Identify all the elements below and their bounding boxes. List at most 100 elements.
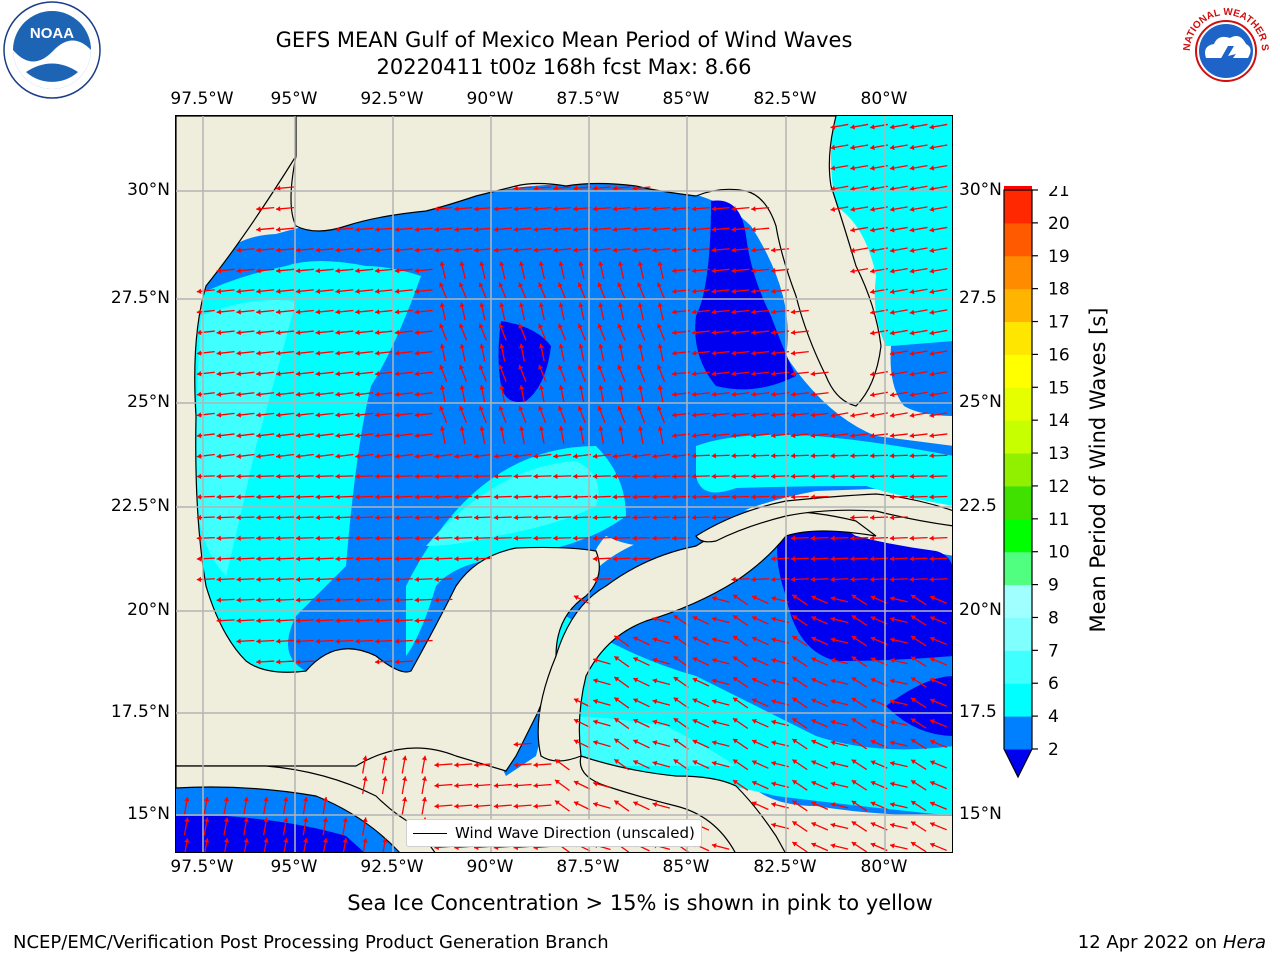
wave-arrowhead xyxy=(850,556,855,562)
wave-arrowhead xyxy=(454,535,459,541)
pacific-deep xyxy=(176,816,364,852)
wave-arrowhead xyxy=(196,432,202,439)
wave-arrowhead xyxy=(830,596,836,602)
wave-arrowhead xyxy=(870,453,875,459)
wave-arrowhead xyxy=(355,247,360,253)
wave-arrowhead xyxy=(196,453,202,459)
wave-arrowhead xyxy=(533,185,538,191)
wave-arrowhead xyxy=(870,309,875,315)
wave-arrowhead xyxy=(711,309,717,315)
wave-arrowhead xyxy=(930,636,936,642)
wave-arrowhead xyxy=(355,453,360,459)
wave-arrowhead xyxy=(375,535,380,541)
wave-arrowhead xyxy=(771,576,776,583)
wave-arrowhead xyxy=(691,494,697,500)
wave-arrowhead xyxy=(394,638,400,644)
wave-arrowhead xyxy=(711,657,717,663)
wave-arrowhead xyxy=(375,329,380,336)
wave-arrowhead xyxy=(459,302,465,308)
wave-arrowhead xyxy=(322,796,329,802)
wave-arrowhead xyxy=(216,350,222,356)
wave-arrowhead xyxy=(790,432,796,439)
wave-arrowhead xyxy=(751,412,756,418)
wave-arrowhead xyxy=(597,364,603,370)
wave-arrowhead xyxy=(474,514,479,521)
colorbar-bin xyxy=(1004,186,1032,191)
wave-arrowhead xyxy=(751,432,756,439)
wave-arrowhead xyxy=(394,556,400,562)
wave-arrowhead xyxy=(256,206,261,212)
wave-arrowhead xyxy=(355,473,360,480)
wave-arrowhead xyxy=(731,288,736,294)
wave-arrowhead xyxy=(573,185,578,191)
wave-arrowhead xyxy=(196,412,202,418)
wave-arrowhead xyxy=(672,412,677,418)
lon-label-bottom: 90°W xyxy=(466,857,514,877)
wave-arrowhead xyxy=(870,535,875,541)
wave-arrowhead xyxy=(656,323,662,329)
wave-arrowhead xyxy=(592,226,598,233)
wave-arrowhead xyxy=(553,226,558,233)
wave-arrowhead xyxy=(458,364,464,370)
wave-arrowhead xyxy=(850,268,855,274)
wave-arrowhead xyxy=(355,576,360,583)
atlantic-mid xyxy=(890,341,952,416)
wave-arrowhead xyxy=(870,206,875,212)
colorbar-bin xyxy=(1004,453,1032,487)
wave-arrowhead xyxy=(236,576,241,583)
wave-arrowhead xyxy=(732,697,738,703)
wave-arrowhead xyxy=(459,384,465,390)
colorbar-tick-label: 4 xyxy=(1048,707,1059,727)
colorbar-bin xyxy=(1004,190,1032,224)
wave-arrowhead xyxy=(870,780,876,786)
colorbar-outline xyxy=(1003,189,1033,779)
wave-arrowhead xyxy=(355,309,360,315)
wave-arrowhead xyxy=(382,838,388,843)
wave-arrowhead xyxy=(414,597,419,603)
wave-arrowhead xyxy=(493,494,499,500)
wave-arrowhead xyxy=(851,594,857,600)
colorbar-bin xyxy=(1004,551,1032,586)
wave-arrowhead xyxy=(751,595,757,601)
wave-arrowhead xyxy=(632,473,637,480)
wave-arrowhead xyxy=(203,796,210,802)
wave-arrowhead xyxy=(394,576,400,583)
wave-arrowhead xyxy=(691,226,697,233)
wave-arrowhead xyxy=(790,371,796,377)
wave-arrowhead xyxy=(889,309,895,315)
wave-arrowhead xyxy=(236,350,241,356)
wave-arrowhead xyxy=(335,473,340,480)
wave-arrowhead xyxy=(930,719,936,725)
wave-arrowhead xyxy=(929,556,934,562)
wave-arrowhead xyxy=(731,267,736,274)
wave-arrowhead xyxy=(790,412,796,418)
wave-arrowhead xyxy=(375,556,380,562)
wave-arrowhead xyxy=(375,267,380,274)
wave-arrowhead xyxy=(771,678,777,684)
wave-arrowhead xyxy=(889,494,895,500)
wave-arrowhead xyxy=(401,755,408,761)
wave-arrowhead xyxy=(362,755,368,761)
wave-arrowhead xyxy=(434,782,439,789)
wave-arrowhead xyxy=(196,329,202,336)
lat-label-right: 17.5 xyxy=(959,702,997,722)
wave-arrowhead xyxy=(792,718,798,723)
wave-arrowhead xyxy=(790,576,796,583)
wave-arrowhead xyxy=(499,261,505,267)
wave-arrowhead xyxy=(890,596,895,602)
wave-arrowhead xyxy=(216,329,222,336)
wave-arrowhead xyxy=(434,576,439,583)
wave-arrowhead xyxy=(637,323,643,329)
wave-arrowhead xyxy=(315,371,321,377)
wave-arrowhead xyxy=(216,473,221,480)
wave-arrowhead xyxy=(618,343,624,349)
wave-arrowhead xyxy=(276,329,281,336)
wave-arrowhead xyxy=(335,514,340,521)
wave-arrowhead xyxy=(216,432,222,439)
wave-arrowhead xyxy=(850,227,855,233)
wave-arrowhead xyxy=(771,329,776,336)
wave-arrowhead xyxy=(930,801,936,807)
wave-arrowhead xyxy=(612,453,618,459)
wave-arrowhead xyxy=(633,636,639,642)
wave-arrowhead xyxy=(652,801,658,808)
